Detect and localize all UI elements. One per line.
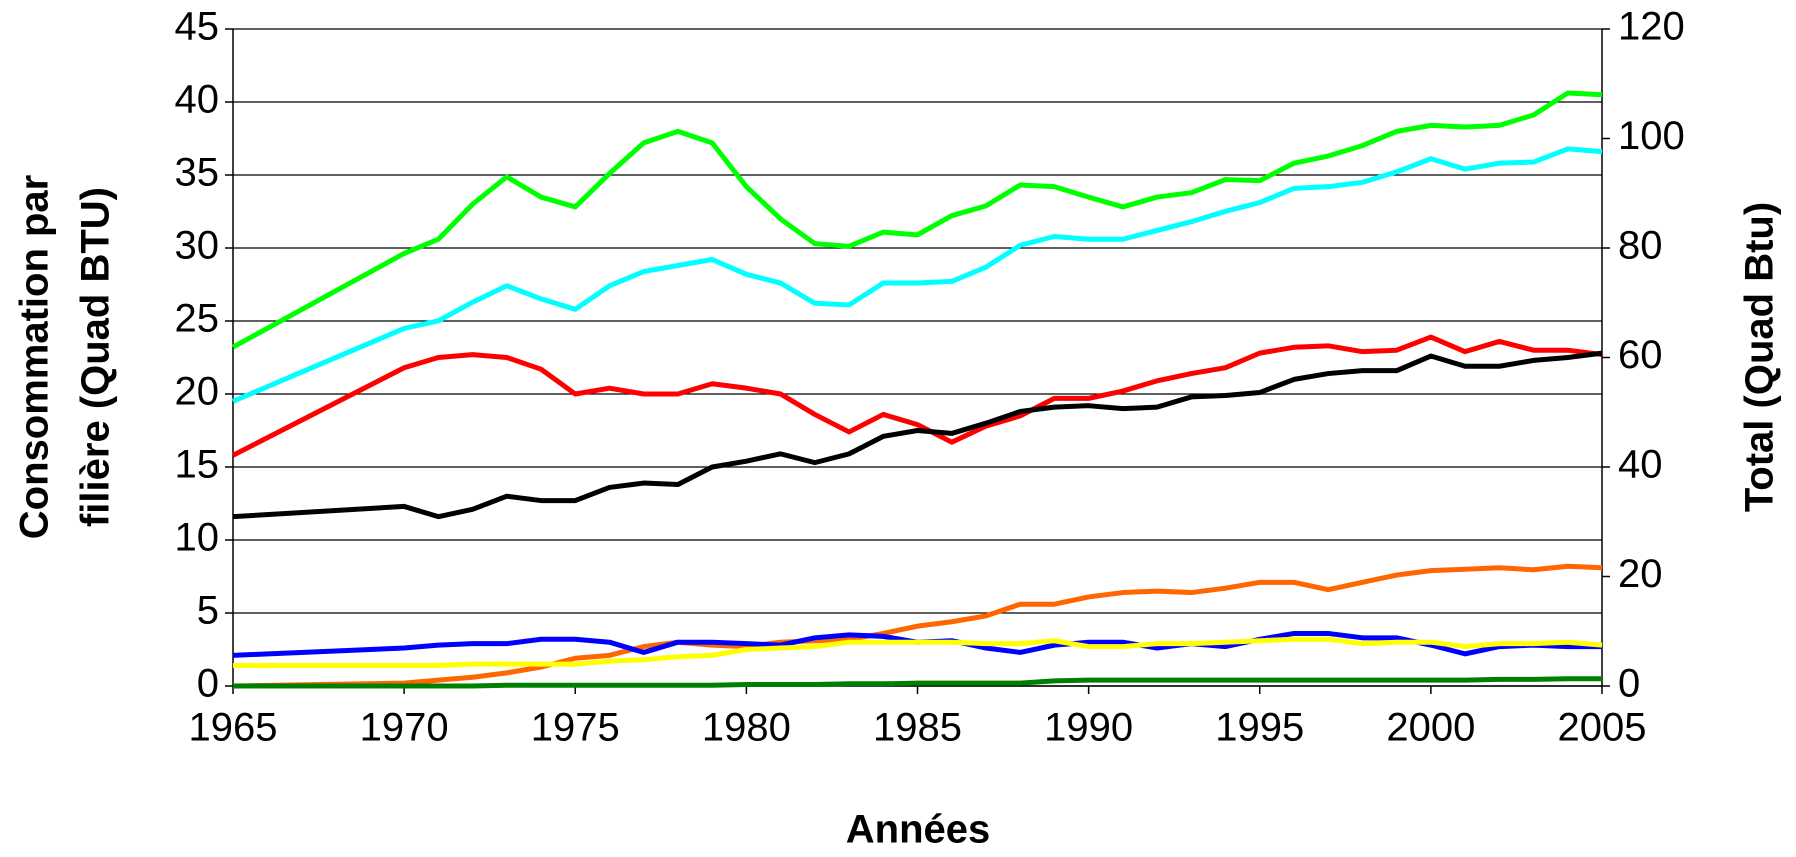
y-tick-label: 10 xyxy=(175,516,220,560)
y2-tick-label: 80 xyxy=(1618,224,1663,268)
x-tick-label: 1990 xyxy=(1044,706,1133,750)
x-tick-label: 2005 xyxy=(1558,706,1647,750)
x-tick-label: 1980 xyxy=(702,706,791,750)
x-tick-label: 1995 xyxy=(1215,706,1304,750)
y2-tick-label: 0 xyxy=(1618,662,1640,706)
x-tick-label: 1970 xyxy=(360,706,449,750)
y-tick-label: 20 xyxy=(175,370,220,414)
y-tick-label: 25 xyxy=(175,297,220,341)
x-tick-label: 2000 xyxy=(1386,706,1475,750)
y2-tick-label: 20 xyxy=(1618,552,1663,596)
series-line xyxy=(231,90,1603,350)
y-tick-label: 40 xyxy=(175,78,220,122)
y-tick-label: 35 xyxy=(175,151,220,195)
y2-tick-label: 60 xyxy=(1618,333,1663,377)
x-axis-title: Années xyxy=(846,808,991,852)
y-tick-label: 15 xyxy=(175,443,220,487)
y2-axis-title: Total (Quad Btu) xyxy=(1738,202,1782,512)
series-line xyxy=(232,630,1602,658)
series-line xyxy=(233,636,1603,669)
x-tick-label: 1975 xyxy=(531,706,620,750)
y-axis-title: Consommation par xyxy=(13,175,57,539)
y2-tick-label: 120 xyxy=(1618,5,1685,49)
x-tick-label: 1985 xyxy=(873,706,962,750)
y-tick-label: 5 xyxy=(197,589,219,633)
series-line xyxy=(232,350,1603,520)
y-tick-label: 30 xyxy=(175,224,220,268)
y-axis-title: filière (Quad BTU) xyxy=(74,187,118,527)
series-line xyxy=(232,563,1603,689)
y2-tick-label: 40 xyxy=(1618,443,1663,487)
series-line xyxy=(233,676,1602,689)
x-tick-label: 1965 xyxy=(189,706,278,750)
series-line xyxy=(232,146,1603,404)
y-tick-label: 0 xyxy=(197,662,219,706)
y2-tick-label: 100 xyxy=(1618,114,1685,158)
y-tick-label: 45 xyxy=(175,5,220,49)
series-line xyxy=(231,334,1603,458)
